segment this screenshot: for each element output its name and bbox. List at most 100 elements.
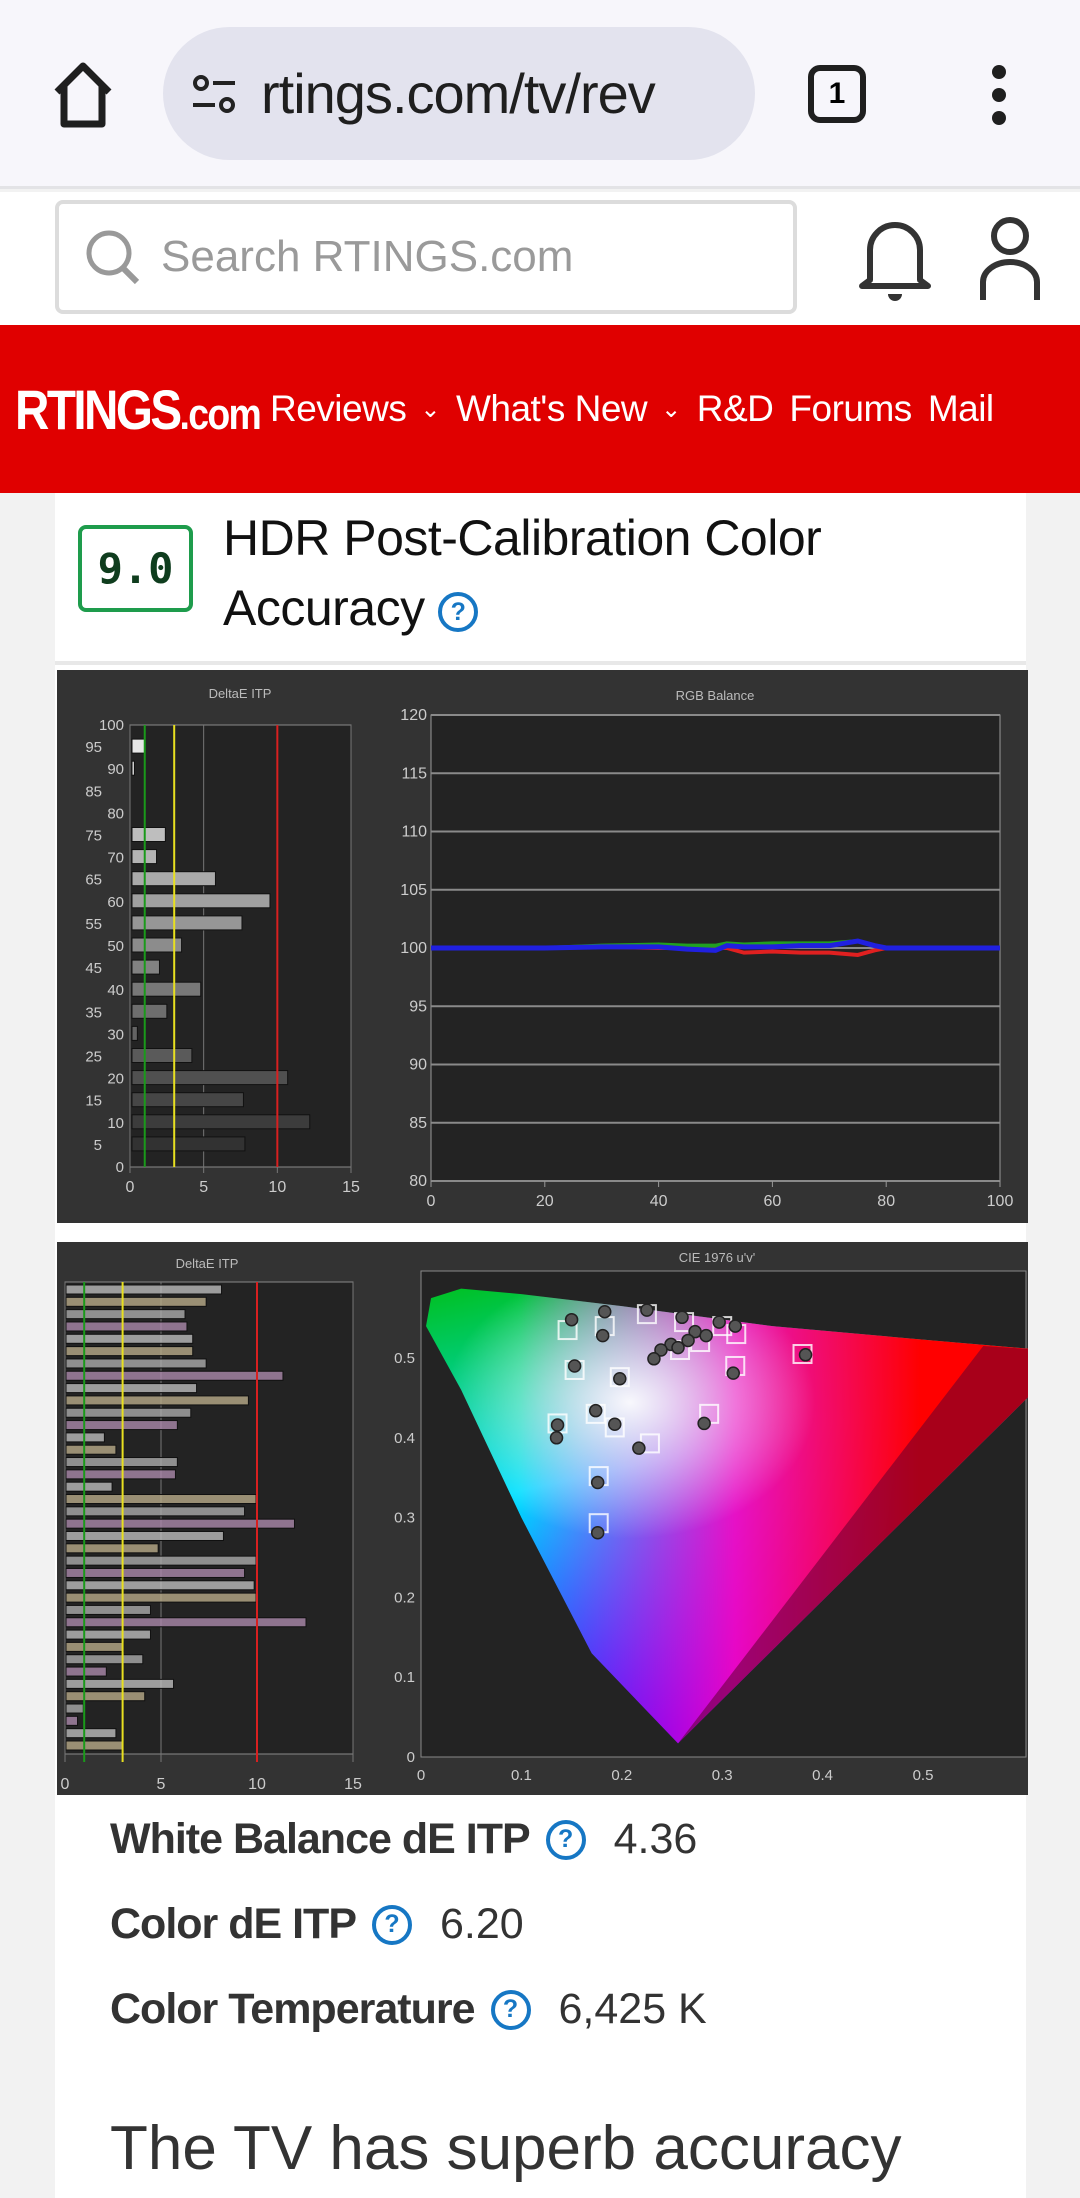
- measured-point: [613, 1371, 627, 1386]
- tabs-button[interactable]: 1: [808, 65, 866, 123]
- bar: [131, 738, 146, 754]
- x-tick-label: 0: [417, 1767, 425, 1784]
- bar: [131, 827, 166, 842]
- stat-white-balance: White Balance dE ITP? 4.36: [110, 1815, 697, 1864]
- test-section-card: 9.0 HDR Post-Calibration Color Accuracy …: [55, 493, 1028, 2198]
- bar: [65, 1715, 79, 1726]
- stat-value: 6.20: [440, 1900, 524, 1948]
- x-tick-label: 10: [248, 1776, 266, 1793]
- bar: [65, 1309, 186, 1320]
- bar: [65, 1284, 223, 1295]
- y-tick-label: 15: [85, 1093, 102, 1110]
- search-placeholder: Search RTINGS.com: [161, 232, 574, 281]
- measured-point: [654, 1343, 668, 1357]
- bar: [65, 1728, 117, 1739]
- measured-point: [590, 1475, 605, 1490]
- stat-value: 4.36: [613, 1815, 698, 1863]
- measured-point: [564, 1312, 579, 1327]
- site-settings-icon[interactable]: [189, 69, 239, 119]
- nav-whats-new[interactable]: What's New ⌄: [456, 388, 681, 430]
- browser-toolbar: rtings.com/tv/rev 1: [0, 0, 1080, 189]
- y-tick-label: 100: [400, 940, 427, 957]
- y-tick-label: 65: [85, 872, 102, 889]
- bell-icon[interactable]: [856, 212, 934, 304]
- nav-forums[interactable]: Forums: [789, 388, 912, 430]
- measured-point: [712, 1315, 726, 1329]
- measured-point: [632, 1441, 646, 1455]
- bar: [65, 1494, 257, 1505]
- bar: [131, 1003, 168, 1019]
- measured-point: [726, 1366, 740, 1380]
- search-icon: [86, 230, 140, 285]
- target-square: [609, 1367, 630, 1388]
- bar: [65, 1395, 249, 1406]
- measured-point: [588, 1403, 603, 1418]
- stat-color-de: Color dE ITP? 6.20: [110, 1900, 524, 1949]
- measured-point: [595, 1328, 610, 1343]
- bar: [65, 1543, 159, 1554]
- x-tick-label: 40: [650, 1193, 668, 1210]
- nav-label: Reviews: [270, 388, 407, 429]
- measured-point: [675, 1310, 689, 1325]
- bar: [65, 1358, 207, 1369]
- y-tick-label: 90: [409, 1057, 427, 1074]
- score-badge: 9.0: [78, 525, 193, 612]
- account-icon[interactable]: [978, 214, 1042, 304]
- url-text[interactable]: rtings.com/tv/rev: [261, 62, 656, 125]
- bar: [131, 893, 271, 909]
- y-tick-label: 80: [409, 1173, 427, 1190]
- nav-rd[interactable]: R&D: [697, 388, 774, 430]
- measured-point: [550, 1418, 565, 1432]
- y-tick-label: 0.3: [394, 1510, 415, 1527]
- y-tick-label: 0.2: [394, 1589, 415, 1606]
- stat-label: White Balance dE ITP: [110, 1815, 531, 1863]
- bar: [65, 1518, 295, 1529]
- x-tick-label: 15: [344, 1776, 362, 1793]
- x-tick-label: 60: [764, 1193, 782, 1210]
- x-tick-label: 0: [126, 1179, 135, 1196]
- bar: [65, 1641, 125, 1652]
- y-tick-label: 0.4: [394, 1430, 415, 1447]
- series-line: [431, 938, 1000, 953]
- chart-title: DeltaE ITP: [176, 1256, 239, 1271]
- y-tick-label: 90: [107, 761, 124, 778]
- help-icon[interactable]: ?: [490, 1989, 531, 2030]
- measured-point: [549, 1431, 564, 1445]
- bar: [65, 1383, 198, 1394]
- x-tick-label: 10: [268, 1179, 286, 1196]
- y-tick-label: 95: [409, 998, 427, 1015]
- home-icon[interactable]: [50, 60, 116, 130]
- y-tick-label: 100: [99, 717, 124, 734]
- measured-point: [647, 1352, 661, 1366]
- bar: [65, 1592, 257, 1603]
- help-icon[interactable]: ?: [545, 1819, 586, 1860]
- stat-value: 6,425 K: [558, 1985, 707, 2033]
- bar: [131, 1048, 193, 1063]
- bar: [65, 1555, 257, 1566]
- y-tick-label: 0: [407, 1749, 415, 1766]
- search-input[interactable]: Search RTINGS.com: [55, 200, 797, 314]
- x-tick-label: 0.1: [511, 1767, 532, 1784]
- help-icon[interactable]: ?: [438, 591, 479, 632]
- bar: [65, 1654, 144, 1665]
- bar: [131, 760, 135, 776]
- y-tick-label: 60: [107, 894, 124, 911]
- x-tick-label: 0: [61, 1776, 70, 1793]
- y-tick-label: 0.5: [394, 1350, 415, 1367]
- chevron-down-icon: ⌄: [661, 395, 681, 423]
- bar: [65, 1580, 255, 1591]
- y-tick-label: 35: [85, 1004, 102, 1021]
- address-bar[interactable]: rtings.com/tv/rev: [163, 27, 755, 160]
- rtings-logo[interactable]: RTINGS.com: [15, 377, 262, 442]
- help-icon[interactable]: ?: [372, 1904, 412, 1945]
- nav-mail[interactable]: Mail: [928, 388, 994, 430]
- nav-reviews[interactable]: Reviews ⌄: [270, 388, 440, 430]
- logo-suffix: .com: [179, 389, 262, 439]
- stat-color-temperature: Color Temperature? 6,425 K: [110, 1985, 707, 2034]
- section-title-text: HDR Post-Calibration Color Accuracy: [223, 510, 822, 636]
- bar: [131, 915, 243, 931]
- bar: [131, 1136, 246, 1152]
- bar: [65, 1703, 84, 1714]
- more-vert-icon[interactable]: [984, 62, 1014, 128]
